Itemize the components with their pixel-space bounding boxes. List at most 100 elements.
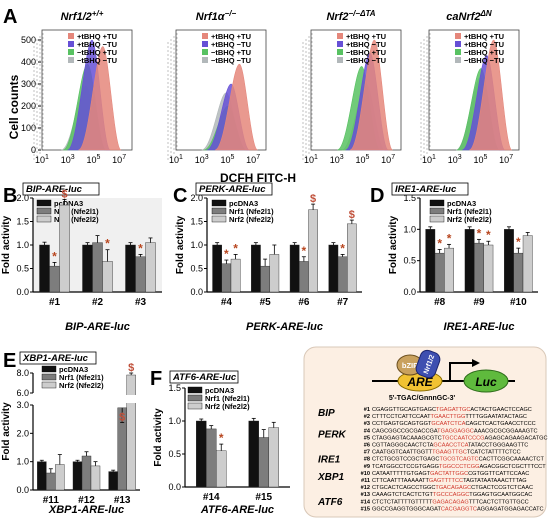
y-tick-label: 1.0 [16,240,29,250]
bar [522,235,533,293]
panel-a-xtick: 101 [169,154,183,165]
bar [251,244,261,293]
sequence-flank: CAAAGTCTCACTCTGT [372,492,433,498]
bar [434,252,445,293]
legend-swatch [429,199,445,207]
sequence-flank: CTGACTCCGTCTCAAC [471,485,533,491]
x-axis-label: PERK-ARE-luc [246,321,323,333]
panel-a-xtick-base: 10 [169,155,179,165]
consensus-label: 5'-TGAC/GnnnGC-3' [389,395,456,402]
luc-label: Luc [475,375,497,389]
sequence-flank: CTGCACTCAGCCTGGC [372,485,435,491]
x-axis-label: ATF6-ARE-luc [200,504,274,516]
chart-title: XBP1-ARE-luc [22,353,89,364]
y-tick-label: 0.5 [16,264,29,274]
panel-a-xtick-exp: 3 [205,154,209,161]
bar [216,450,227,488]
y-tick-label: 1.0 [403,224,416,234]
bar [268,427,279,488]
histogram-peak [349,39,393,151]
bar [81,455,92,491]
legend-label: +tBHQ −TU [211,40,251,49]
bar [102,261,113,293]
sequence-text: CTGCACTCAGCCTGGCTGACAGAGCCTGACTCCGTCTCAA… [372,485,533,491]
significance-dollar: $ [128,362,134,374]
significance-star: * [340,241,345,255]
sequence-flank: CCTGAGTGCAGTGGT [372,421,432,427]
panel-a-xtick-base: 10 [304,155,314,165]
gene-label: IRE1 [318,454,341,465]
sequence-flank: TCATCTATTTTCTCC [467,450,521,456]
category-label: #4 [221,297,233,308]
legend-swatch [211,199,227,207]
bar [108,471,118,491]
sequence-core: GAGTTTTCC [429,478,463,484]
chart-title-box [22,182,100,196]
panel-a-xtick-base: 10 [195,155,205,165]
panel-a-ytick: 500 [21,35,36,45]
panel-a-xtick: 107 [112,154,126,165]
panel-a-xtick-exp: 1 [45,154,49,161]
legend-swatch [36,207,52,215]
sequence-flank: TGGAGTGCAATGGCAC [469,492,532,498]
bar [464,229,475,293]
legend-swatch [41,373,57,381]
legend-label: Nrf2 (Nfe2l2) [205,402,250,411]
histogram-title-main: Nrf1/2 [61,11,92,23]
bar [212,244,222,293]
bar [90,465,101,491]
sequence-text: CATAATTTTTGTGAGTGACTATTGGCCGTGGTTCATTCCA… [372,471,529,477]
legend-label: +tBHQ −TU [77,40,117,49]
panel-b-letter: B [3,185,18,207]
panel-a-xtick-base: 10 [499,155,509,165]
category-label: #14 [203,492,220,503]
histogram-title: Nrf2−/−ΔTA [326,9,375,23]
legend-swatch [211,207,227,215]
category-label: #7 [337,297,349,308]
category-label: #13 [114,495,131,506]
sequence-flank: AGACGGCTCGCTTTCCT [479,464,546,470]
sequence-flank: CTAGGAGTACAAAGCGTC [372,435,442,441]
significance-dollar: $ [310,193,316,205]
bar [55,464,65,491]
sequence-text: CCTGAGTGCAGTGGTGCAATCTCACAGCTCACTGAACCTC… [372,421,536,427]
legend-label: pcDNA3 [54,199,83,208]
panel-a-xtick-exp: 7 [256,154,260,161]
legend-label: pcDNA3 [59,365,88,374]
histogram-title: Nrf1/2+/+ [61,9,104,23]
sequence-id: #3 [364,421,370,427]
sequence-core: TGACAGAGC [435,485,471,491]
significance-star: * [437,236,442,250]
cell-counts-label: Cell counts [7,74,21,139]
y-tick-label: 2.0 [16,428,29,438]
bar [328,244,339,293]
panel-f-letter: F [150,368,163,390]
sequence-text: CTCTCTATTTTGTTTTTGAGACAGAGTTTCACTCTTGTTG… [372,499,529,505]
legend-swatch [41,365,57,373]
nrf-protein [415,349,441,379]
chart-title-box [195,182,273,196]
bar [72,461,83,491]
sequence-flank: CGTTAGGGCAACTCTA [372,443,434,449]
bar [425,229,436,293]
bar [299,261,309,293]
y-tick-label: 8.0 [16,368,29,378]
significance-star: * [302,244,307,258]
legend-swatch [187,402,203,410]
panel-a-xtick-base: 10 [473,155,483,165]
bar [49,265,60,293]
panel-a-ytick: 300 [21,79,36,89]
panel-a-xlabel: DCFH FITC-H [220,171,296,185]
sequence-core: GACTATTGGC [430,471,468,477]
bar [504,229,514,293]
panel-a-xtick-base: 10 [246,155,256,165]
y-tick-label: 0.5 [190,264,203,274]
histogram-title: Nrf1α−/− [196,9,237,23]
category-label: #3 [135,297,147,308]
sequence-flank: AAACGCGCGGAAAGTC [474,428,538,434]
y-tick-label: 1.5 [16,217,29,227]
legend-label: +tBHQ −TU [464,40,504,49]
sequence-id: #11 [361,478,370,484]
panel-a-xtick-base: 10 [381,155,391,165]
legend-label: Nrf1 (Nfe2l1) [54,207,99,216]
